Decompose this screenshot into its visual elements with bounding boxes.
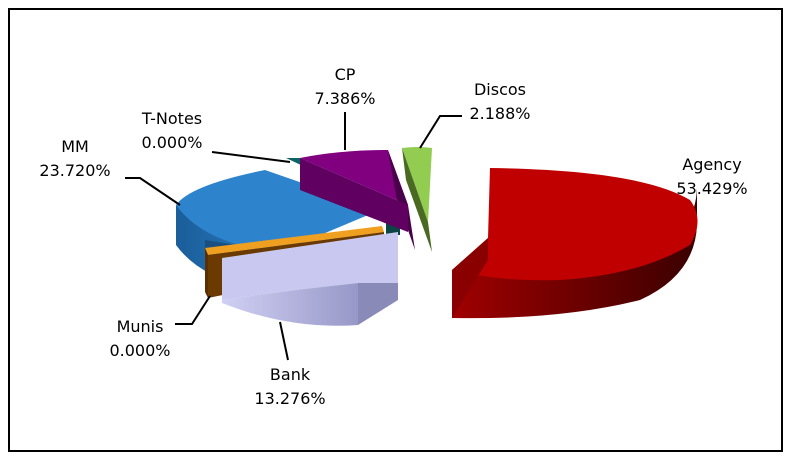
label-value-discos: 2.188% [469, 104, 530, 123]
leader-line-discos [419, 115, 462, 149]
slice-cp [300, 150, 415, 250]
label-name-t-notes: T-Notes [141, 109, 202, 128]
label-name-discos: Discos [474, 80, 526, 99]
label-value-t-notes: 0.000% [141, 133, 202, 152]
label-name-bank: Bank [270, 365, 311, 384]
label-name-agency: Agency [682, 155, 741, 174]
label-value-bank: 13.276% [254, 389, 325, 408]
leader-line-bank [279, 321, 289, 361]
label-name-cp: CP [335, 65, 356, 84]
label-value-cp: 7.386% [314, 89, 375, 108]
label-name-munis: Munis [117, 317, 164, 336]
label-value-agency: 53.429% [676, 179, 747, 198]
label-value-mm: 23.720% [39, 161, 110, 180]
slice-discos [402, 147, 432, 252]
leader-line-mm [125, 177, 181, 206]
slice-labels: CP 7.386% Discos 2.188% T-Notes 0.000% M… [39, 65, 747, 408]
label-value-munis: 0.000% [109, 341, 170, 360]
label-name-mm: MM [61, 137, 89, 156]
slice-agency [452, 168, 698, 319]
slice-bank [222, 232, 398, 326]
leader-lines [125, 112, 462, 361]
leader-line-munis [175, 295, 211, 325]
leader-line-t-notes [211, 151, 291, 163]
